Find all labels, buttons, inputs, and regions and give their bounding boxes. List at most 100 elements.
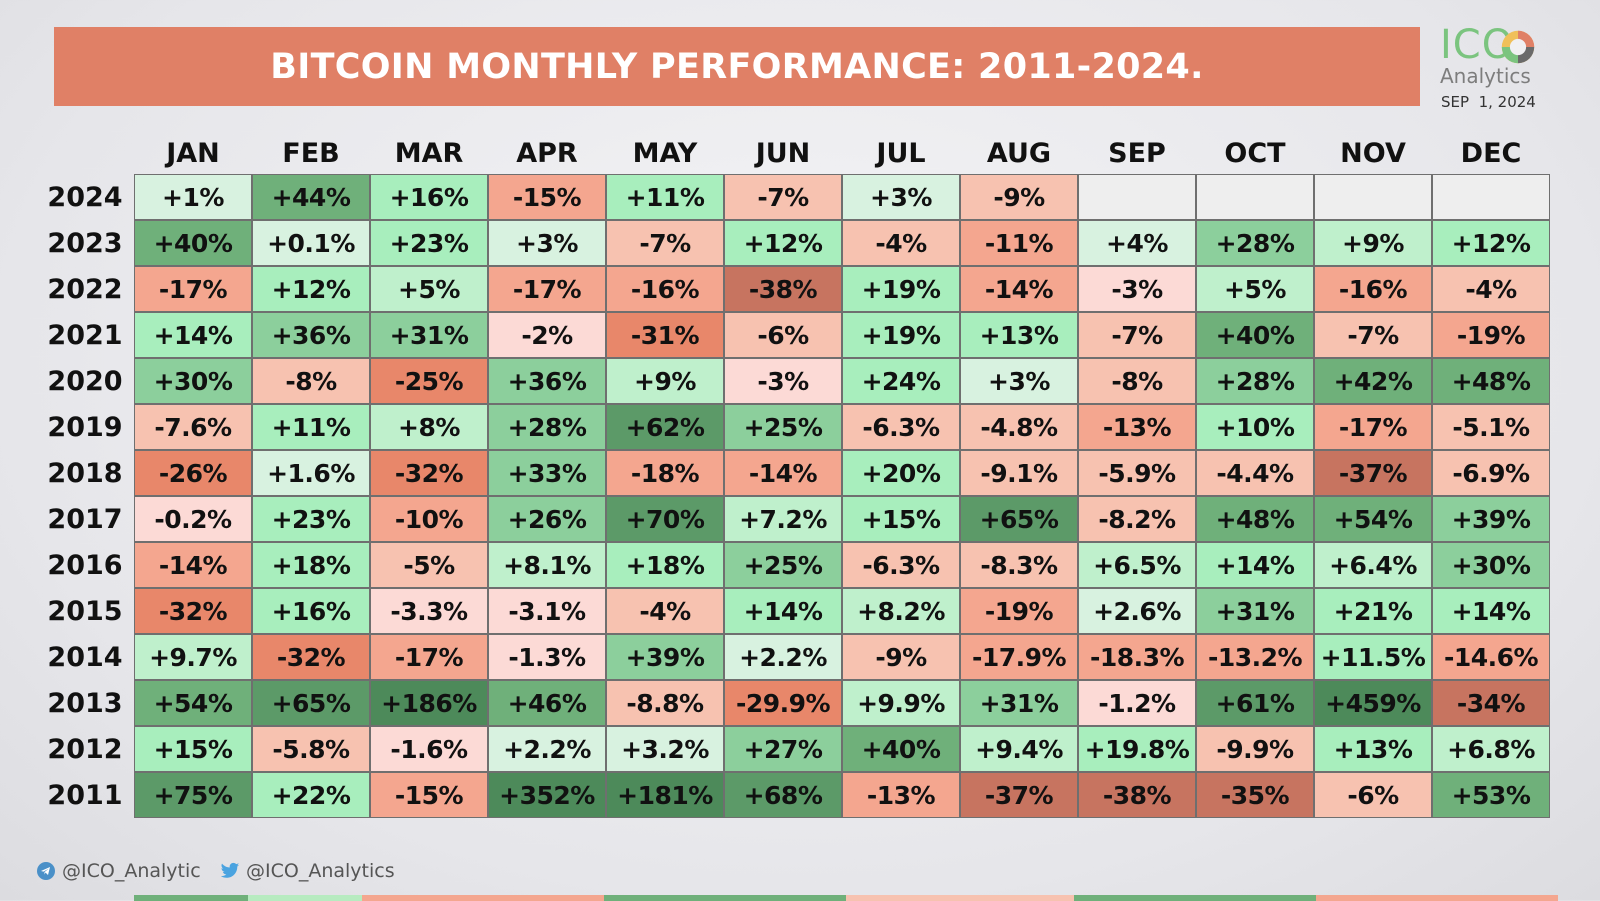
- cell-2020-apr: +36%: [488, 358, 606, 404]
- cell-2023-sep: +4%: [1078, 220, 1196, 266]
- report-date: SEP 1, 2024: [1441, 93, 1536, 111]
- cell-2024-mar: +16%: [370, 174, 488, 220]
- cell-2018-jul: +20%: [842, 450, 960, 496]
- cell-2014-jul: -9%: [842, 634, 960, 680]
- cell-2024-feb: +44%: [252, 174, 370, 220]
- cell-2015-apr: -3.1%: [488, 588, 606, 634]
- cell-2015-jun: +14%: [724, 588, 842, 634]
- cell-2017-jun: +7.2%: [724, 496, 842, 542]
- cell-2017-mar: -10%: [370, 496, 488, 542]
- cell-2015-nov: +21%: [1314, 588, 1432, 634]
- cell-2015-dec: +14%: [1432, 588, 1550, 634]
- cell-2016-nov: +6.4%: [1314, 542, 1432, 588]
- cell-2012-aug: +9.4%: [960, 726, 1078, 772]
- cell-2017-feb: +23%: [252, 496, 370, 542]
- cell-2021-jun: -6%: [724, 312, 842, 358]
- cell-2021-may: -31%: [606, 312, 724, 358]
- cell-2014-dec: -14.6%: [1432, 634, 1550, 680]
- cell-2022-jun: -38%: [724, 266, 842, 312]
- cell-2019-may: +62%: [606, 404, 724, 450]
- cell-2021-aug: +13%: [960, 312, 1078, 358]
- cell-2023-mar: +23%: [370, 220, 488, 266]
- cell-2012-apr: +2.2%: [488, 726, 606, 772]
- month-header-jul: JUL: [876, 137, 926, 169]
- cell-2023-may: -7%: [606, 220, 724, 266]
- cell-2012-may: +3.2%: [606, 726, 724, 772]
- cell-2011-mar: -15%: [370, 772, 488, 818]
- cell-2019-jun: +25%: [724, 404, 842, 450]
- cell-2013-feb: +65%: [252, 680, 370, 726]
- cell-2021-jan: +14%: [134, 312, 252, 358]
- cell-2016-aug: -8.3%: [960, 542, 1078, 588]
- cell-2020-jun: -3%: [724, 358, 842, 404]
- year-label-2020: 2020: [47, 365, 123, 397]
- cell-2013-may: -8.8%: [606, 680, 724, 726]
- cell-2024-dec: [1432, 174, 1550, 220]
- cell-2018-jun: -14%: [724, 450, 842, 496]
- cell-2012-jul: +40%: [842, 726, 960, 772]
- cell-2020-nov: +42%: [1314, 358, 1432, 404]
- cell-2017-oct: +48%: [1196, 496, 1314, 542]
- cell-2013-mar: +186%: [370, 680, 488, 726]
- cell-2020-oct: +28%: [1196, 358, 1314, 404]
- cell-2011-jun: +68%: [724, 772, 842, 818]
- cell-2021-nov: -7%: [1314, 312, 1432, 358]
- year-label-2012: 2012: [47, 733, 123, 765]
- month-header-aug: AUG: [986, 137, 1052, 169]
- telegram-handle[interactable]: @ICO_Analytic: [36, 859, 201, 883]
- twitter-handle[interactable]: @ICO_Analytics: [220, 859, 395, 883]
- cell-2016-mar: -5%: [370, 542, 488, 588]
- cell-2018-mar: -32%: [370, 450, 488, 496]
- twitter-icon: [220, 862, 240, 878]
- cell-2019-jul: -6.3%: [842, 404, 960, 450]
- year-label-2022: 2022: [47, 273, 123, 305]
- cell-2017-apr: +26%: [488, 496, 606, 542]
- cell-2012-mar: -1.6%: [370, 726, 488, 772]
- cell-2023-jun: +12%: [724, 220, 842, 266]
- cell-2022-sep: -3%: [1078, 266, 1196, 312]
- cell-2017-aug: +65%: [960, 496, 1078, 542]
- cell-2020-may: +9%: [606, 358, 724, 404]
- cell-2021-sep: -7%: [1078, 312, 1196, 358]
- cell-2024-aug: -9%: [960, 174, 1078, 220]
- cell-2015-jan: -32%: [134, 588, 252, 634]
- cell-2019-nov: -17%: [1314, 404, 1432, 450]
- cell-2012-jun: +27%: [724, 726, 842, 772]
- cell-2024-oct: [1196, 174, 1314, 220]
- cell-2011-oct: -35%: [1196, 772, 1314, 818]
- cell-2020-mar: -25%: [370, 358, 488, 404]
- logo-mark: ICO: [1440, 22, 1540, 68]
- cell-2016-apr: +8.1%: [488, 542, 606, 588]
- cell-2024-jun: -7%: [724, 174, 842, 220]
- month-header-jun: JUN: [755, 137, 811, 169]
- month-header-jan: JAN: [166, 137, 220, 169]
- title-banner: BITCOIN MONTHLY PERFORMANCE: 2011-2024.: [54, 27, 1420, 106]
- cell-2021-jul: +19%: [842, 312, 960, 358]
- cell-2013-jan: +54%: [134, 680, 252, 726]
- cell-2022-jul: +19%: [842, 266, 960, 312]
- cell-2021-mar: +31%: [370, 312, 488, 358]
- cell-2013-jun: -29.9%: [724, 680, 842, 726]
- cell-2014-mar: -17%: [370, 634, 488, 680]
- cell-2015-aug: -19%: [960, 588, 1078, 634]
- cell-2012-dec: +6.8%: [1432, 726, 1550, 772]
- chart-title: BITCOIN MONTHLY PERFORMANCE: 2011-2024.: [270, 46, 1204, 87]
- cell-2018-dec: -6.9%: [1432, 450, 1550, 496]
- month-header-nov: NOV: [1340, 137, 1406, 169]
- cell-2023-nov: +9%: [1314, 220, 1432, 266]
- cell-2019-apr: +28%: [488, 404, 606, 450]
- cell-2019-oct: +10%: [1196, 404, 1314, 450]
- cell-2019-mar: +8%: [370, 404, 488, 450]
- cell-2017-nov: +54%: [1314, 496, 1432, 542]
- cell-2015-mar: -3.3%: [370, 588, 488, 634]
- cell-2023-oct: +28%: [1196, 220, 1314, 266]
- cell-2016-oct: +14%: [1196, 542, 1314, 588]
- cell-2020-sep: -8%: [1078, 358, 1196, 404]
- logo-mark-text: ICO: [1440, 22, 1515, 68]
- cell-2020-dec: +48%: [1432, 358, 1550, 404]
- cell-2023-aug: -11%: [960, 220, 1078, 266]
- brand-logo: ICO Analytics SEP 1, 2024: [1440, 22, 1550, 116]
- month-header-dec: DEC: [1460, 137, 1522, 169]
- cell-2024-sep: [1078, 174, 1196, 220]
- cell-2014-oct: -13.2%: [1196, 634, 1314, 680]
